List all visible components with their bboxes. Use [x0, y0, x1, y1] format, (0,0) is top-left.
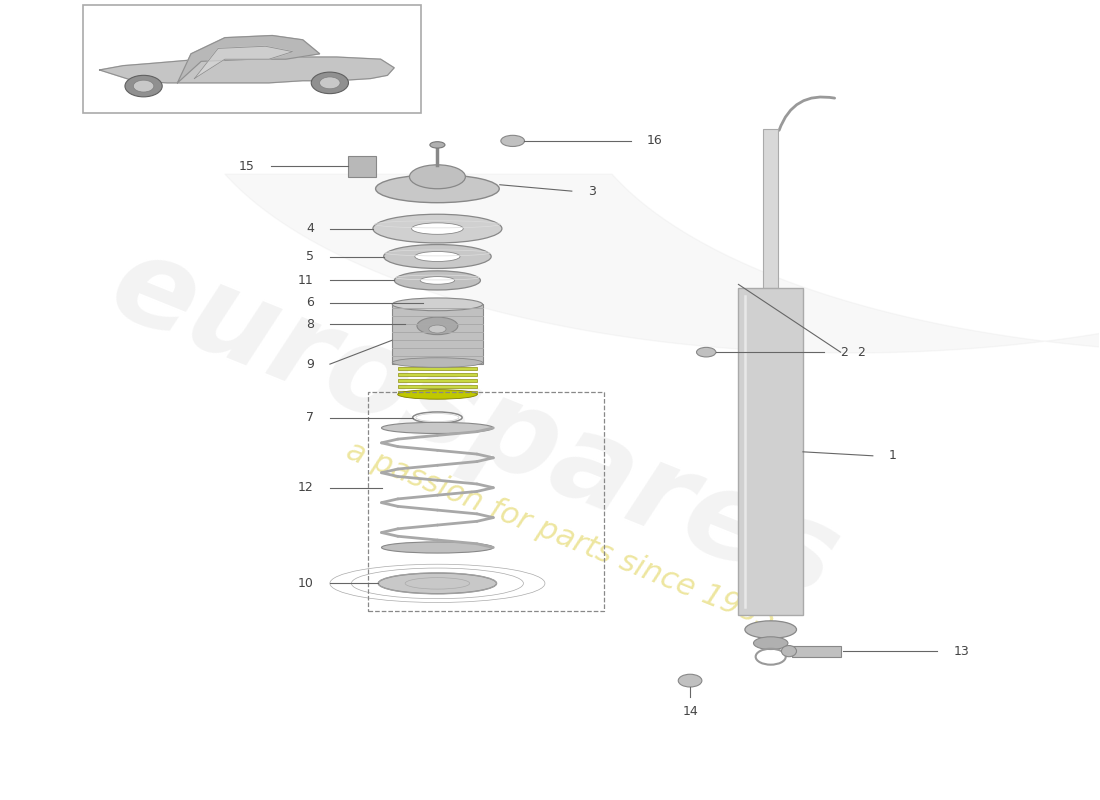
Ellipse shape: [382, 422, 493, 434]
Ellipse shape: [393, 298, 483, 310]
Ellipse shape: [405, 309, 470, 326]
Bar: [398, 391, 477, 394]
Polygon shape: [100, 57, 394, 83]
Ellipse shape: [420, 277, 454, 284]
Ellipse shape: [382, 542, 493, 553]
Ellipse shape: [384, 245, 492, 269]
Ellipse shape: [311, 72, 349, 94]
Text: 10: 10: [298, 577, 314, 590]
Text: 3: 3: [587, 185, 596, 198]
Ellipse shape: [398, 390, 477, 399]
Text: 2: 2: [840, 346, 848, 358]
Text: 2: 2: [857, 346, 865, 358]
Polygon shape: [177, 35, 320, 83]
Ellipse shape: [415, 251, 460, 262]
Ellipse shape: [393, 358, 483, 367]
Text: a passion for parts since 1985: a passion for parts since 1985: [342, 436, 780, 635]
Ellipse shape: [412, 412, 462, 423]
Ellipse shape: [411, 223, 463, 234]
Bar: [763, 129, 778, 288]
Text: 8: 8: [306, 318, 313, 330]
Polygon shape: [195, 46, 293, 78]
Ellipse shape: [417, 317, 458, 334]
Text: 4: 4: [306, 222, 313, 235]
Bar: [393, 304, 483, 364]
Ellipse shape: [424, 298, 451, 306]
Text: 13: 13: [954, 645, 969, 658]
Ellipse shape: [409, 165, 465, 189]
Bar: [738, 288, 803, 615]
Bar: [367, 392, 604, 611]
Bar: [398, 367, 477, 370]
Ellipse shape: [429, 325, 446, 333]
Ellipse shape: [430, 142, 444, 148]
Ellipse shape: [373, 214, 502, 243]
Ellipse shape: [378, 573, 496, 594]
Ellipse shape: [679, 674, 702, 687]
Text: 16: 16: [647, 134, 663, 147]
Ellipse shape: [125, 75, 162, 97]
Ellipse shape: [745, 621, 796, 638]
Text: eurospares: eurospares: [95, 225, 855, 623]
Text: 11: 11: [298, 274, 314, 287]
Bar: [82, 6, 421, 113]
Ellipse shape: [754, 637, 788, 650]
Ellipse shape: [696, 347, 716, 357]
Text: 6: 6: [306, 296, 313, 310]
Bar: [792, 646, 840, 657]
Bar: [398, 386, 477, 388]
Text: 12: 12: [298, 481, 314, 494]
Bar: [398, 379, 477, 382]
Ellipse shape: [320, 77, 340, 89]
Ellipse shape: [395, 271, 481, 290]
Text: 15: 15: [239, 160, 254, 173]
Bar: [349, 156, 376, 177]
Text: 14: 14: [682, 705, 697, 718]
Text: 9: 9: [306, 358, 313, 370]
Ellipse shape: [416, 414, 459, 422]
Ellipse shape: [133, 80, 154, 92]
Text: 7: 7: [306, 411, 313, 424]
Ellipse shape: [781, 646, 796, 657]
Bar: [398, 374, 477, 376]
Text: 1: 1: [889, 450, 896, 462]
Text: 5: 5: [306, 250, 313, 263]
Ellipse shape: [500, 135, 525, 146]
Ellipse shape: [375, 174, 499, 202]
